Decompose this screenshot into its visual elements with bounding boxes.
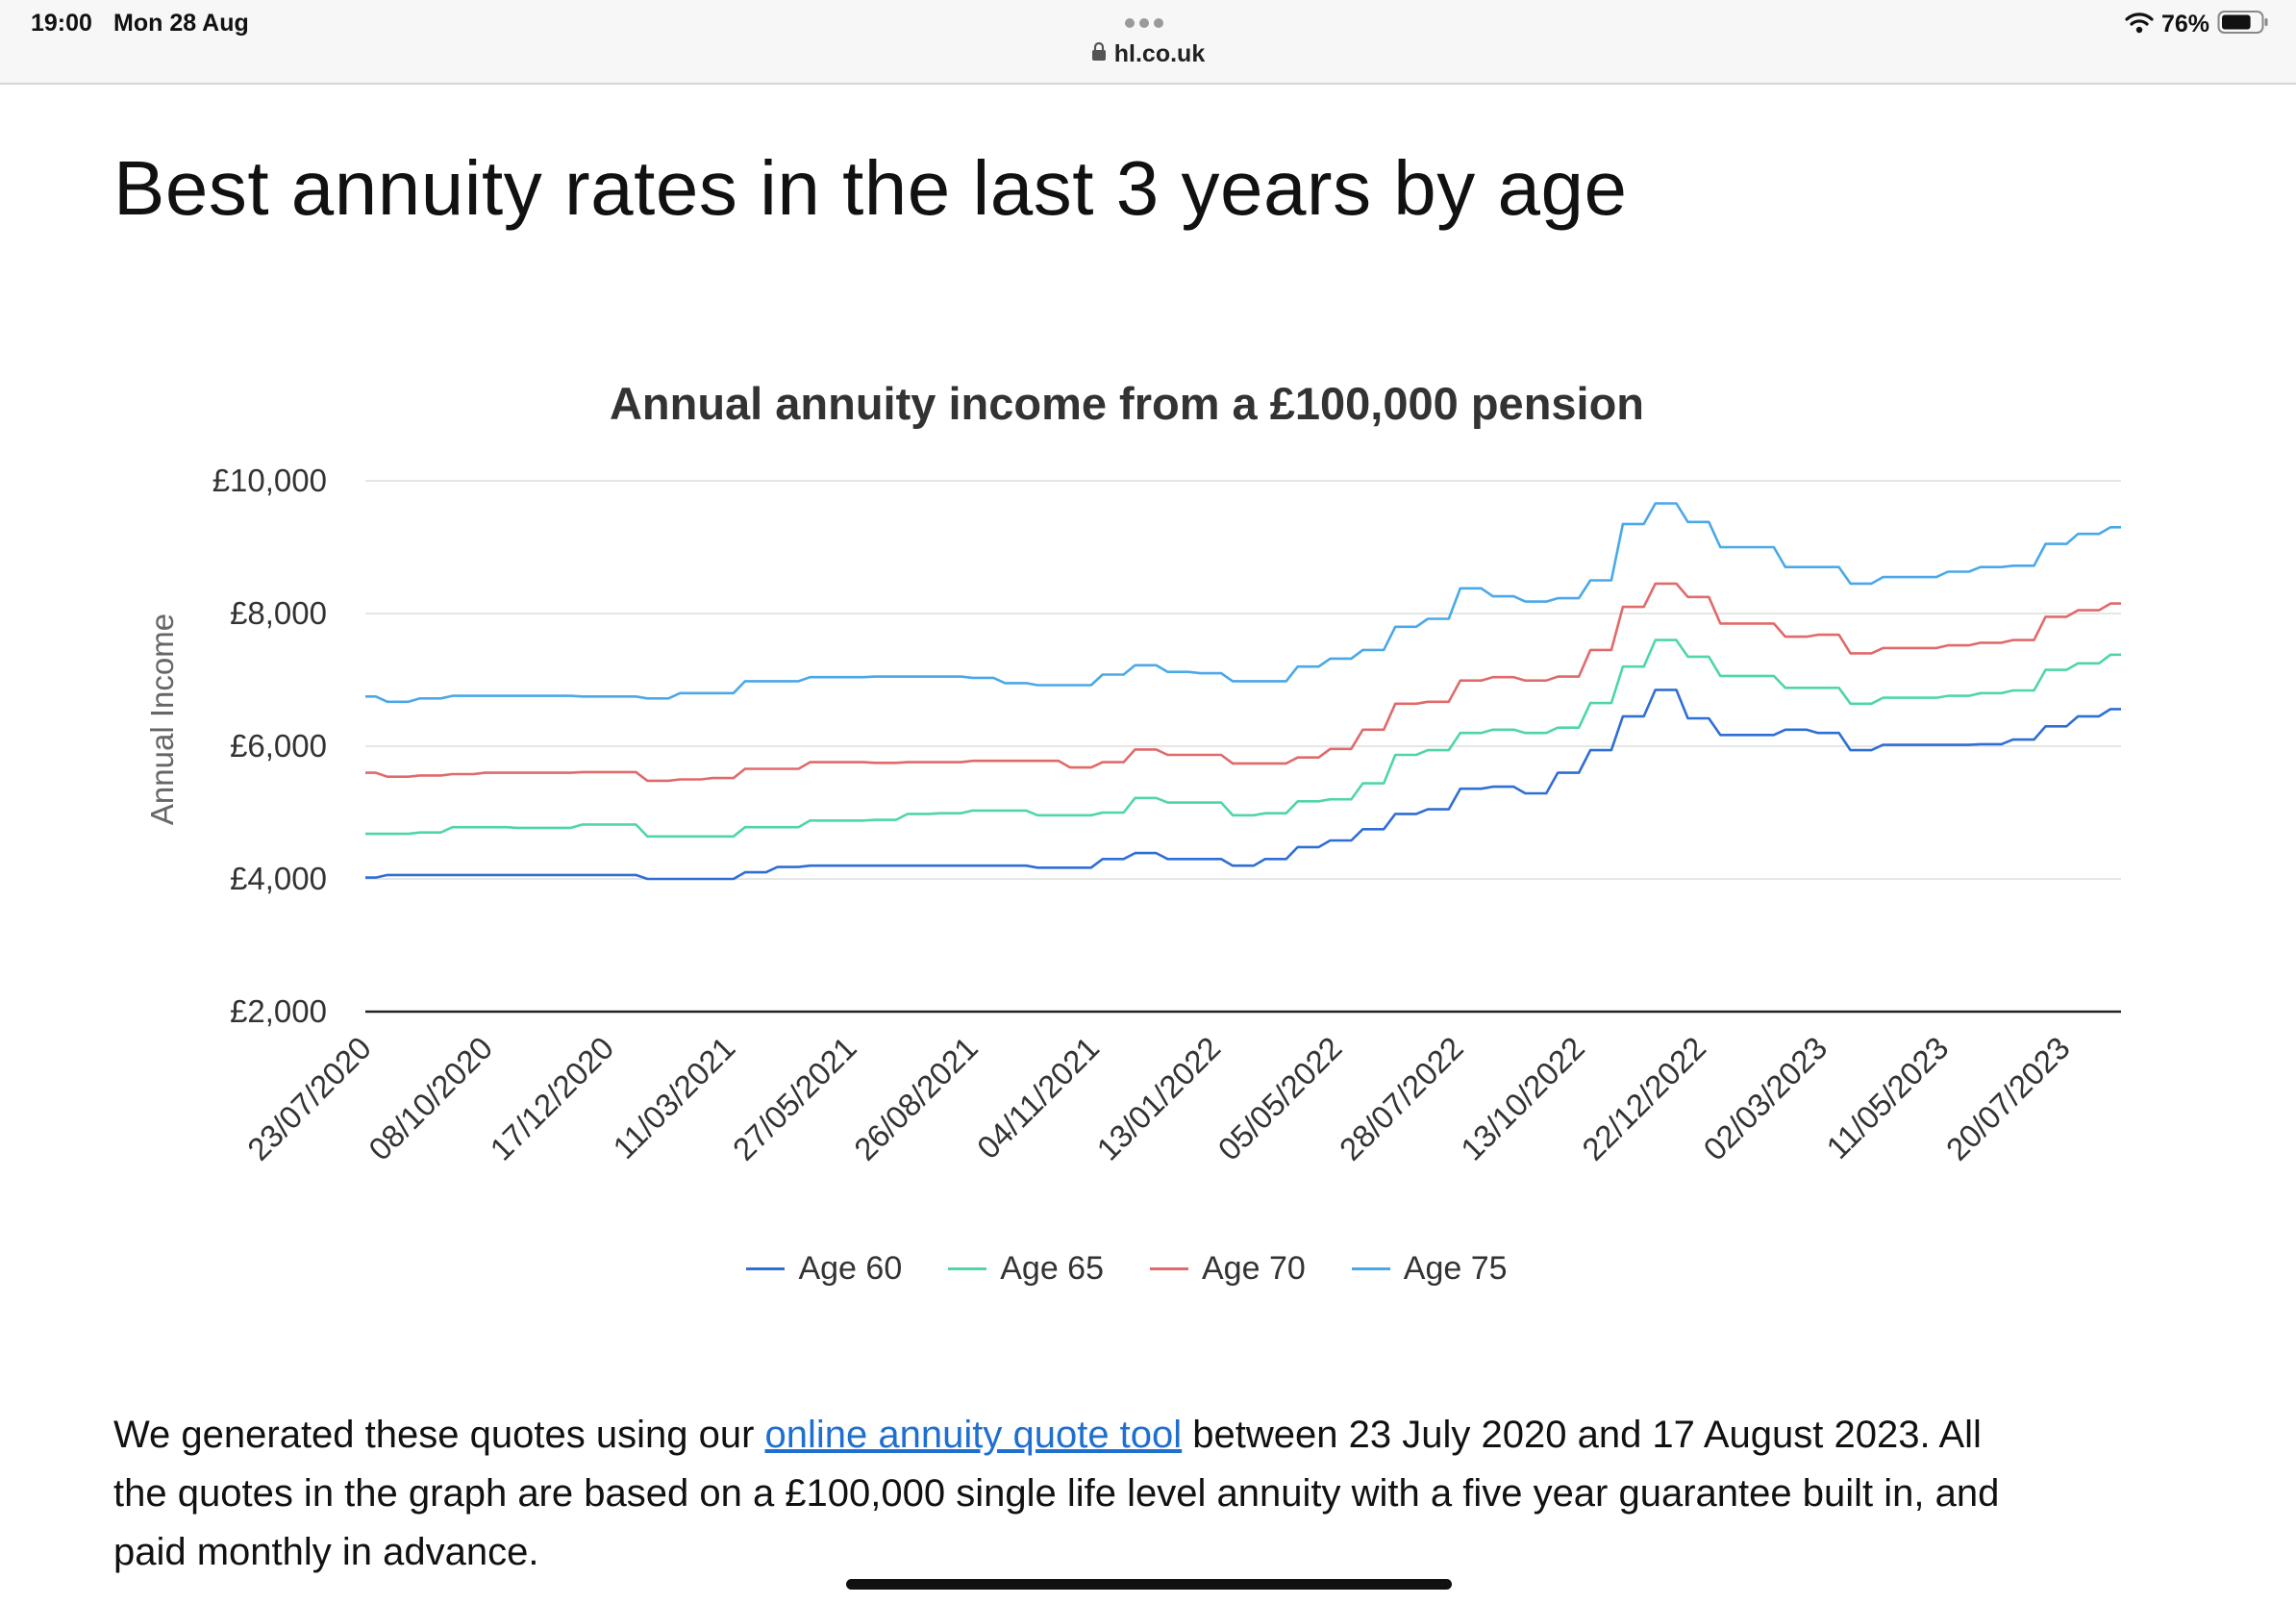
x-tick-label: 20/07/2023 <box>1939 1030 2077 1167</box>
x-tick-label: 26/08/2021 <box>847 1030 985 1167</box>
legend-swatch <box>1351 1267 1390 1270</box>
legend-item-age-60[interactable]: Age 60 <box>746 1250 902 1288</box>
series-line-age-60 <box>365 689 2121 881</box>
address-bar[interactable]: hl.co.uk <box>0 40 2296 68</box>
x-tick-label: 11/05/2023 <box>1819 1030 1955 1165</box>
x-tick-label: 04/11/2021 <box>970 1030 1106 1165</box>
chart-legend: Age 60 Age 65 Age 70 Age 75 <box>0 1250 2254 1288</box>
status-indicators: 76% <box>2125 8 2269 40</box>
legend-swatch <box>1150 1267 1188 1270</box>
legend-swatch <box>948 1267 987 1270</box>
status-time: 19:00 <box>31 10 92 37</box>
y-tick-label: £4,000 <box>230 861 327 896</box>
legend-label: Age 75 <box>1403 1250 1508 1287</box>
paragraph-text-start: We generated these quotes using our <box>113 1414 765 1456</box>
more-dots-icon[interactable] <box>1125 15 1171 28</box>
description-paragraph: We generated these quotes using our onli… <box>113 1406 2027 1582</box>
series-line-age-70 <box>365 582 2121 783</box>
x-tick-label: 05/05/2022 <box>1211 1030 1349 1167</box>
series-line-age-65 <box>365 639 2121 839</box>
x-axis-ticks: 23/07/202008/10/202017/12/202011/03/2021… <box>240 1030 2077 1167</box>
legend-label: Age 70 <box>1202 1250 1306 1287</box>
y-tick-label: £10,000 <box>212 463 327 498</box>
battery-percent: 76% <box>2160 10 2209 38</box>
y-tick-label: £2,000 <box>230 993 327 1029</box>
y-axis-ticks: £10,000 £8,000 £6,000 £4,000 £2,000 <box>212 463 327 1029</box>
x-tick-label: 13/10/2022 <box>1454 1030 1591 1167</box>
legend-item-age-70[interactable]: Age 70 <box>1150 1250 1306 1288</box>
legend-swatch <box>746 1267 786 1270</box>
chart-series <box>365 502 2121 881</box>
x-tick-label: 27/05/2021 <box>726 1030 863 1167</box>
chart-gridlines <box>365 480 2121 1014</box>
legend-label: Age 60 <box>798 1250 903 1287</box>
page-title: Best annuity rates in the last 3 years b… <box>113 145 1628 231</box>
wifi-icon <box>2125 11 2154 38</box>
lock-icon <box>1091 41 1107 66</box>
legend-item-age-75[interactable]: Age 75 <box>1351 1250 1508 1288</box>
x-tick-label: 28/07/2022 <box>1333 1030 1470 1167</box>
status-date: Mon 28 Aug <box>113 10 249 37</box>
paragraph-text-end: between 23 July 2020 and 17 August 2023.… <box>113 1414 2000 1573</box>
url-text: hl.co.uk <box>1113 40 1206 67</box>
y-tick-label: £6,000 <box>230 728 327 764</box>
battery-icon <box>2217 10 2269 39</box>
x-tick-label: 08/10/2020 <box>362 1030 499 1167</box>
legend-item-age-65[interactable]: Age 65 <box>948 1250 1104 1288</box>
x-tick-label: 11/03/2021 <box>606 1030 741 1165</box>
browser-top-bar: 19:00 Mon 28 Aug hl.co.uk 76% <box>0 0 2296 85</box>
y-tick-label: £8,000 <box>230 595 327 631</box>
series-line-age-75 <box>365 502 2121 704</box>
x-tick-label: 17/12/2020 <box>483 1030 620 1167</box>
x-tick-label: 13/01/2022 <box>1089 1030 1227 1167</box>
legend-label: Age 65 <box>1000 1250 1104 1287</box>
annuity-quote-tool-link[interactable]: online annuity quote tool <box>764 1414 1183 1456</box>
home-indicator[interactable] <box>846 1579 1452 1590</box>
x-tick-label: 23/07/2020 <box>240 1030 378 1167</box>
x-tick-label: 02/03/2023 <box>1696 1030 1834 1167</box>
x-tick-label: 22/12/2022 <box>1575 1030 1712 1167</box>
chart-title: Annual annuity income from a £100,000 pe… <box>609 378 1645 429</box>
y-axis-label: Annual Income <box>144 614 180 825</box>
annuity-line-chart: £10,000 £8,000 £6,000 £4,000 £2,000 23/07/20… <box>144 463 2121 1167</box>
